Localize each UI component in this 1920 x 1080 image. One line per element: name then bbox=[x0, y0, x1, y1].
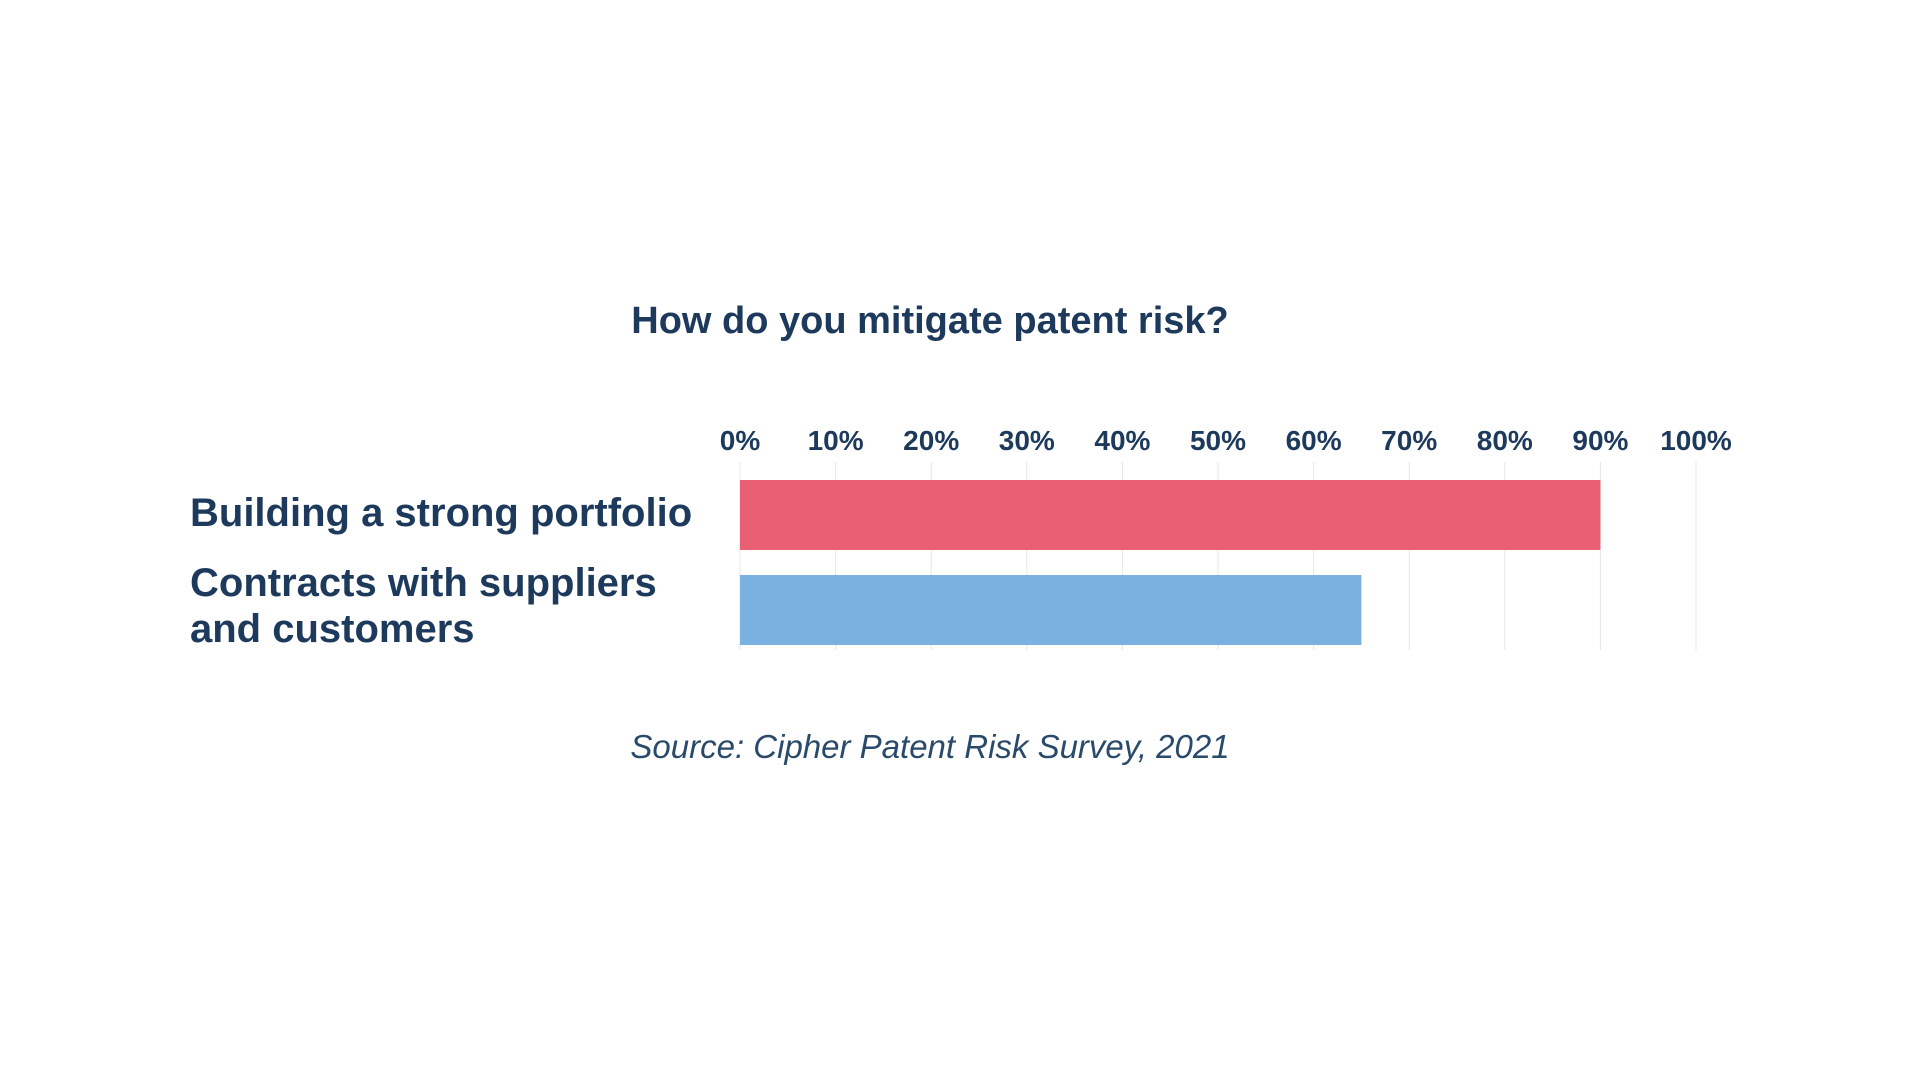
x-tick-label: 40% bbox=[1094, 425, 1150, 456]
bar-1 bbox=[740, 575, 1362, 645]
x-axis-ticks: 0% 10% 20% 30% 40% 50% 60% 70% 80% 90% 100% bbox=[720, 425, 1732, 456]
x-tick-label: 20% bbox=[903, 425, 959, 456]
category-label-line: and customers bbox=[190, 607, 475, 651]
category-label-line: Contracts with suppliers bbox=[190, 561, 657, 605]
category-label-contracts: Contracts with suppliers and customers bbox=[190, 560, 657, 652]
x-tick-label: 100% bbox=[1660, 425, 1732, 456]
category-label-building-portfolio: Building a strong portfolio bbox=[190, 490, 692, 536]
x-tick-label: 10% bbox=[808, 425, 864, 456]
bar-0 bbox=[740, 480, 1601, 550]
x-tick-label: 70% bbox=[1381, 425, 1437, 456]
category-label-line: Building a strong portfolio bbox=[190, 491, 693, 535]
x-tick-label: 30% bbox=[999, 425, 1055, 456]
x-tick-label: 0% bbox=[720, 425, 761, 456]
source-note: Source: Cipher Patent Risk Survey, 2021 bbox=[630, 728, 1230, 765]
bars bbox=[740, 480, 1601, 645]
x-tick-label: 50% bbox=[1190, 425, 1246, 456]
x-tick-label: 90% bbox=[1572, 425, 1628, 456]
chart-title: How do you mitigate patent risk? bbox=[631, 300, 1229, 342]
x-tick-label: 80% bbox=[1477, 425, 1533, 456]
x-tick-label: 60% bbox=[1286, 425, 1342, 456]
